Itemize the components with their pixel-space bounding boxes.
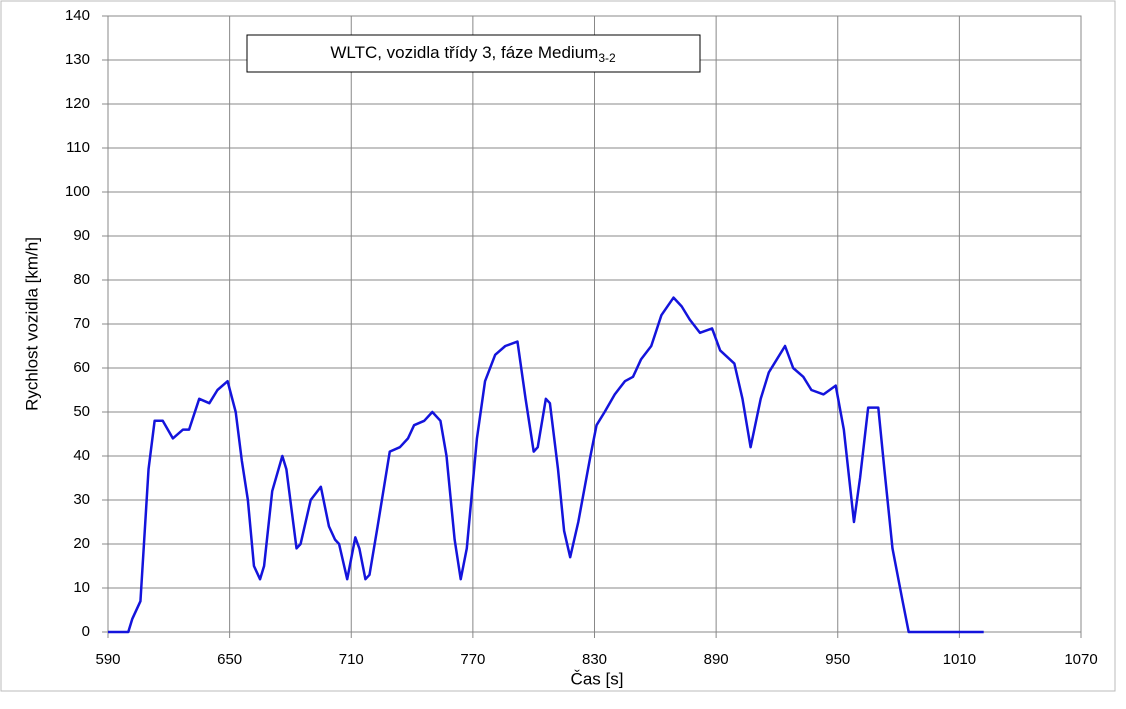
- marks: [108, 296, 984, 634]
- y-tick-label: 110: [66, 139, 90, 156]
- x-tick-label: 950: [825, 651, 850, 668]
- chart-title: WLTC, vozidla třídy 3, fáze Medium3-2: [330, 43, 616, 65]
- y-tick-label: 120: [65, 95, 90, 112]
- x-tick-label: 1070: [1064, 651, 1097, 668]
- frame: [0, 0, 1116, 692]
- y-tick-label: 90: [73, 227, 90, 244]
- y-tick-label: 130: [65, 51, 90, 68]
- x-tick-label: 830: [582, 651, 607, 668]
- y-tick-label: 50: [73, 403, 90, 420]
- y-tick-label: 80: [73, 271, 90, 288]
- x-tick-label: 650: [217, 651, 242, 668]
- title-box: [246, 34, 701, 73]
- y-tick-label: 60: [73, 359, 90, 376]
- y-tick-label: 40: [73, 447, 90, 464]
- x-tick-label: 770: [460, 651, 485, 668]
- title-main: WLTC, vozidla třídy 3, fáze Medium: [330, 43, 598, 62]
- speed-line: [108, 296, 984, 634]
- y-axis-label: Rychlost vozidla [km/h]: [22, 237, 41, 411]
- y-tick-label: 30: [73, 491, 90, 508]
- y-tick-label: 10: [73, 579, 90, 596]
- y-tick-label: 70: [73, 315, 90, 332]
- y-tick-label: 100: [65, 183, 90, 200]
- x-tick-label: 710: [339, 651, 364, 668]
- y-tick-label: 20: [73, 535, 90, 552]
- y-tick-label: 0: [82, 623, 90, 640]
- plot-border: [107, 15, 1082, 633]
- x-tick-label: 1010: [943, 651, 976, 668]
- x-tick-label: 590: [95, 651, 120, 668]
- x-axis-label: Čas [s]: [571, 669, 624, 688]
- y-tick-label: 140: [65, 7, 90, 24]
- title-subscript: 3-2: [598, 51, 616, 65]
- x-tick-label: 890: [704, 651, 729, 668]
